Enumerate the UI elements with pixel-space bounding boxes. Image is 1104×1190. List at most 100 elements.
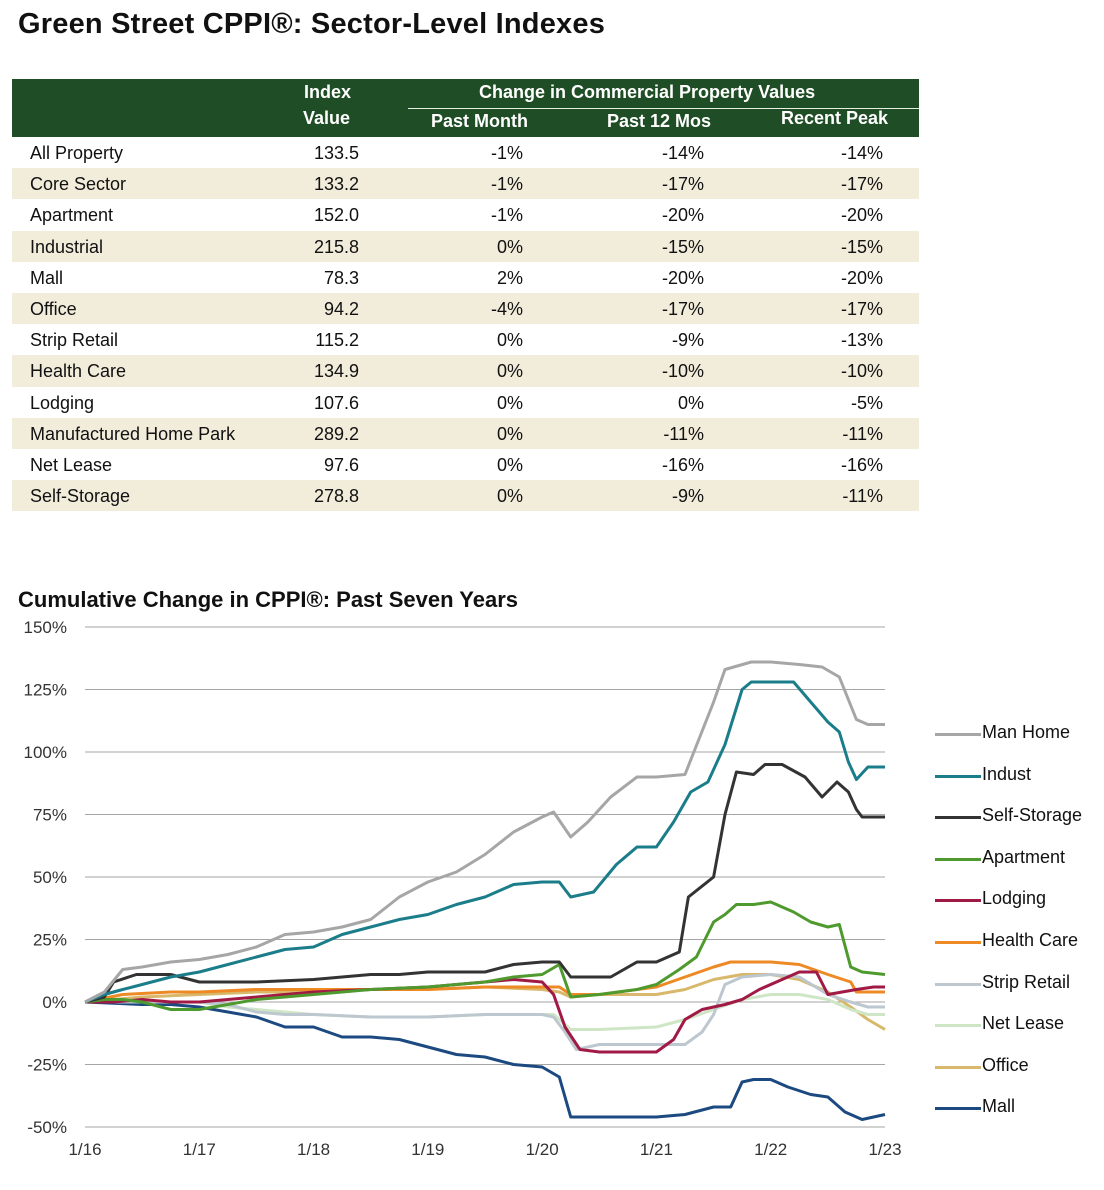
cell-past-12-mos: -14% bbox=[661, 143, 704, 163]
legend-label: Office bbox=[982, 1054, 1029, 1075]
table-row: All Property 133.5 -1% -14% -14% bbox=[12, 137, 919, 168]
legend-swatch bbox=[935, 816, 981, 820]
cell-sector: All Property bbox=[30, 143, 124, 163]
cell-recent-peak: -10% bbox=[840, 361, 883, 382]
cell-past-month: 0% bbox=[496, 486, 523, 507]
cell-recent-peak: -14% bbox=[840, 143, 883, 163]
table-row: Industrial 215.8 0% -15% -15% bbox=[12, 230, 919, 262]
y-tick-label: -50% bbox=[27, 1118, 67, 1137]
cell-past-month: 0% bbox=[496, 392, 523, 413]
table-row: Strip Retail 115.2 0% -9% -13% bbox=[12, 324, 919, 355]
series-line-man-home bbox=[84, 660, 885, 1004]
cell-sector: Core Sector bbox=[30, 174, 127, 195]
table-row: Manufactured Home Park 289.2 0% -11% -11% bbox=[12, 417, 919, 449]
cell-recent-peak: -11% bbox=[842, 423, 883, 444]
chart-title: Cumulative Change in CPPI®: Past Seven Y… bbox=[18, 587, 518, 612]
y-tick-label: 100% bbox=[24, 743, 67, 762]
table-body: All Property 133.5 -1% -14% -14% Core Sector 1… bbox=[12, 137, 919, 512]
legend-swatch bbox=[935, 733, 981, 736]
cell-past-month: -1% bbox=[490, 143, 523, 163]
cell-recent-peak: -16% bbox=[840, 454, 883, 475]
series-line-lodging bbox=[85, 970, 885, 1054]
legend-swatch bbox=[935, 982, 981, 986]
legend-label: Indust bbox=[982, 763, 1032, 784]
series-line-indust bbox=[84, 680, 885, 1004]
cell-index-value: 133.2 bbox=[313, 174, 359, 195]
cell-sector: Self-Storage bbox=[30, 486, 131, 507]
x-tick-label: 1/22 bbox=[754, 1140, 787, 1159]
cell-sector: Mall bbox=[30, 267, 64, 288]
cell-sector: Lodging bbox=[30, 392, 95, 413]
cell-recent-peak: -11% bbox=[842, 486, 883, 507]
series-line-mall bbox=[84, 1000, 886, 1121]
cell-past-12-mos: -16% bbox=[661, 454, 704, 475]
cell-past-month: 2% bbox=[496, 267, 523, 288]
cell-past-month: -4% bbox=[490, 298, 523, 319]
header-recent-peak: Recent Peak bbox=[781, 108, 889, 128]
cell-past-12-mos: -17% bbox=[661, 174, 704, 195]
cell-sector: Industrial bbox=[30, 236, 104, 257]
cell-recent-peak: -15% bbox=[840, 236, 883, 257]
cell-index-value: 115.2 bbox=[315, 330, 359, 351]
cell-past-month: 0% bbox=[496, 423, 523, 444]
cell-recent-peak: -5% bbox=[850, 392, 883, 413]
cell-past-month: -1% bbox=[490, 174, 523, 195]
table-row: Office 94.2 -4% -17% -17% bbox=[12, 292, 919, 325]
cell-past-month: 0% bbox=[496, 330, 523, 351]
cell-index-value: 215.8 bbox=[313, 236, 359, 257]
x-tick-label: 1/18 bbox=[297, 1140, 330, 1159]
series-line-strip-retail bbox=[85, 973, 885, 1051]
cell-past-12-mos: -10% bbox=[661, 361, 704, 382]
table-row: Net Lease 97.6 0% -16% -16% bbox=[12, 449, 919, 480]
cell-sector: Manufactured Home Park bbox=[30, 423, 236, 444]
table-row: Core Sector 133.2 -1% -17% -17% bbox=[12, 168, 919, 200]
sector-table: Index Value Change in Commercial Propert… bbox=[12, 79, 919, 512]
cell-past-12-mos: -15% bbox=[661, 236, 704, 257]
legend-swatch bbox=[935, 940, 981, 944]
cell-sector: Strip Retail bbox=[30, 330, 119, 351]
table-row: Mall 78.3 2% -20% -20% bbox=[12, 262, 919, 293]
series-line-self-storage bbox=[84, 763, 885, 1004]
legend-swatch bbox=[935, 857, 981, 861]
legend-label: Apartment bbox=[982, 846, 1066, 867]
x-tick-label: 1/19 bbox=[411, 1140, 444, 1159]
legend-swatch bbox=[935, 774, 981, 778]
cell-sector: Office bbox=[30, 298, 77, 319]
y-tick-label: 125% bbox=[24, 681, 67, 700]
cell-index-value: 134.9 bbox=[313, 361, 359, 382]
x-tick-label: 1/16 bbox=[68, 1140, 101, 1159]
table-row: Lodging 107.6 0% 0% -5% bbox=[12, 387, 919, 418]
cell-past-month: 0% bbox=[496, 236, 523, 257]
x-tick-label: 1/17 bbox=[183, 1140, 216, 1159]
y-tick-label: 50% bbox=[33, 868, 67, 887]
y-tick-label: -25% bbox=[27, 1056, 67, 1075]
y-tick-label: 0% bbox=[42, 993, 67, 1012]
table-row: Self-Storage 278.8 0% -9% -11% bbox=[12, 480, 919, 512]
cell-past-12-mos: -17% bbox=[661, 298, 704, 319]
legend-swatch bbox=[935, 899, 981, 903]
legend-label: Strip Retail bbox=[982, 971, 1071, 992]
cell-recent-peak: -20% bbox=[840, 267, 883, 288]
cell-index-value: 107.6 bbox=[313, 392, 359, 413]
cell-sector: Health Care bbox=[30, 361, 127, 382]
header-past-month: Past Month bbox=[431, 111, 528, 131]
y-tick-label: 25% bbox=[33, 931, 67, 950]
legend-label: Net Lease bbox=[982, 1013, 1065, 1034]
header-change-group: Change in Commercial Property Values bbox=[479, 82, 816, 102]
cell-past-month: 0% bbox=[496, 361, 523, 382]
series-line-apartment bbox=[84, 900, 886, 1011]
cell-past-12-mos: -20% bbox=[661, 267, 704, 288]
cell-index-value: 94.2 bbox=[323, 298, 359, 319]
x-tick-label: 1/21 bbox=[640, 1140, 673, 1159]
legend-label: Self-Storage bbox=[982, 805, 1083, 826]
cell-sector: Net Lease bbox=[30, 454, 113, 475]
legend-swatch bbox=[935, 1024, 981, 1028]
cell-past-12-mos: -9% bbox=[671, 486, 704, 507]
x-tick-label: 1/20 bbox=[526, 1140, 559, 1159]
header-divider bbox=[408, 108, 919, 109]
header-index-value-line1: Index bbox=[304, 82, 352, 102]
cell-past-12-mos: -9% bbox=[671, 330, 704, 351]
cell-past-month: 0% bbox=[496, 454, 523, 475]
cell-sector: Apartment bbox=[30, 205, 114, 226]
